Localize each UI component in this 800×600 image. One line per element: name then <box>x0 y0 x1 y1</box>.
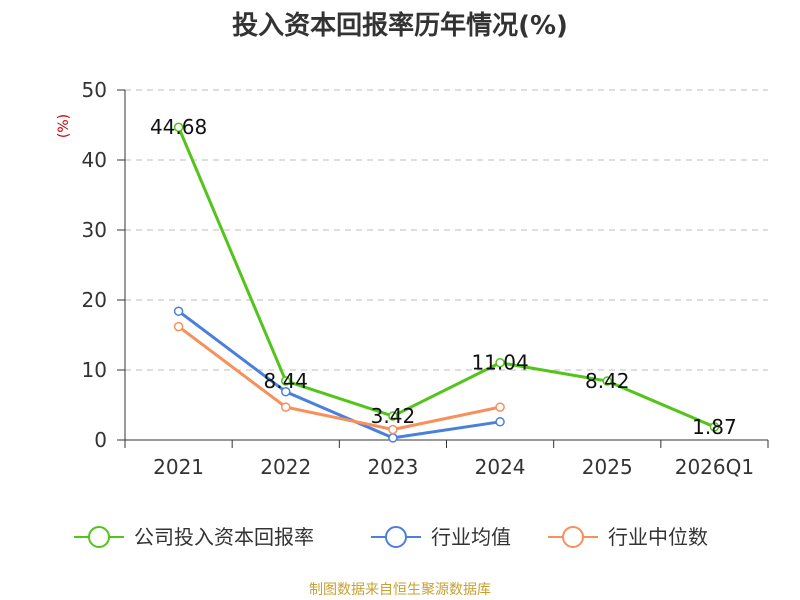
legend: 公司投入资本回报率 行业均值 行业中位数 <box>74 525 708 549</box>
data-point <box>388 411 398 421</box>
y-tick-label: 0 <box>94 428 107 452</box>
legend-label: 公司投入资本回报率 <box>134 525 314 549</box>
data-point <box>495 417 505 427</box>
data-point <box>495 402 505 412</box>
data-point <box>602 376 612 386</box>
x-tick-label: 2024 <box>475 455 526 479</box>
y-tick-label: 50 <box>82 78 107 102</box>
data-point <box>709 422 720 432</box>
data-point <box>495 357 505 368</box>
data-label: 3.42 <box>371 404 416 428</box>
series-line <box>177 325 501 431</box>
data-point <box>388 433 398 443</box>
data-point <box>173 306 184 316</box>
y-tick-label: 30 <box>82 218 107 242</box>
data-point <box>173 122 184 132</box>
axes <box>117 89 769 448</box>
series-line <box>177 310 501 440</box>
data-labels: 44.68 8.44 3.42 11.04 8.42 1.87 <box>150 115 737 439</box>
series-lines <box>173 122 720 443</box>
data-label: 8.42 <box>585 369 630 393</box>
legend-label: 行业中位数 <box>608 525 708 549</box>
y-tick-label: 20 <box>82 288 107 312</box>
source-note: 制图数据来自恒生聚源数据库 <box>309 582 491 598</box>
data-label: 1.87 <box>692 415 737 439</box>
y-tick-label: 10 <box>82 358 107 382</box>
legend-marker <box>562 526 584 548</box>
data-point <box>388 424 398 435</box>
y-tick-label: 40 <box>82 148 107 172</box>
data-point <box>281 386 291 397</box>
data-point <box>173 321 184 332</box>
legend-label: 行业均值 <box>431 525 511 549</box>
data-label: 11.04 <box>471 351 528 375</box>
x-tick-label: 2022 <box>260 455 311 479</box>
series-line <box>177 126 716 429</box>
data-label: 8.44 <box>263 369 308 393</box>
x-tick-label: 2021 <box>153 455 204 479</box>
x-tick-label: 2026Q1 <box>675 455 754 479</box>
legend-marker <box>88 526 110 548</box>
x-tick-label: 2023 <box>367 455 418 479</box>
data-label: 44.68 <box>150 115 207 139</box>
data-point <box>281 376 291 386</box>
x-tick-labels: 2021 2022 2023 2024 2025 2026Q1 <box>153 455 754 479</box>
chart-title: 投入资本回报率历年情况(%) <box>232 10 568 41</box>
grid-lines <box>125 89 768 371</box>
y-axis-label: (%) <box>56 114 72 138</box>
y-tick-labels: 0 10 20 30 40 50 <box>82 78 107 452</box>
legend-marker <box>385 526 407 548</box>
data-point <box>281 402 291 412</box>
x-tick-label: 2025 <box>582 455 633 479</box>
